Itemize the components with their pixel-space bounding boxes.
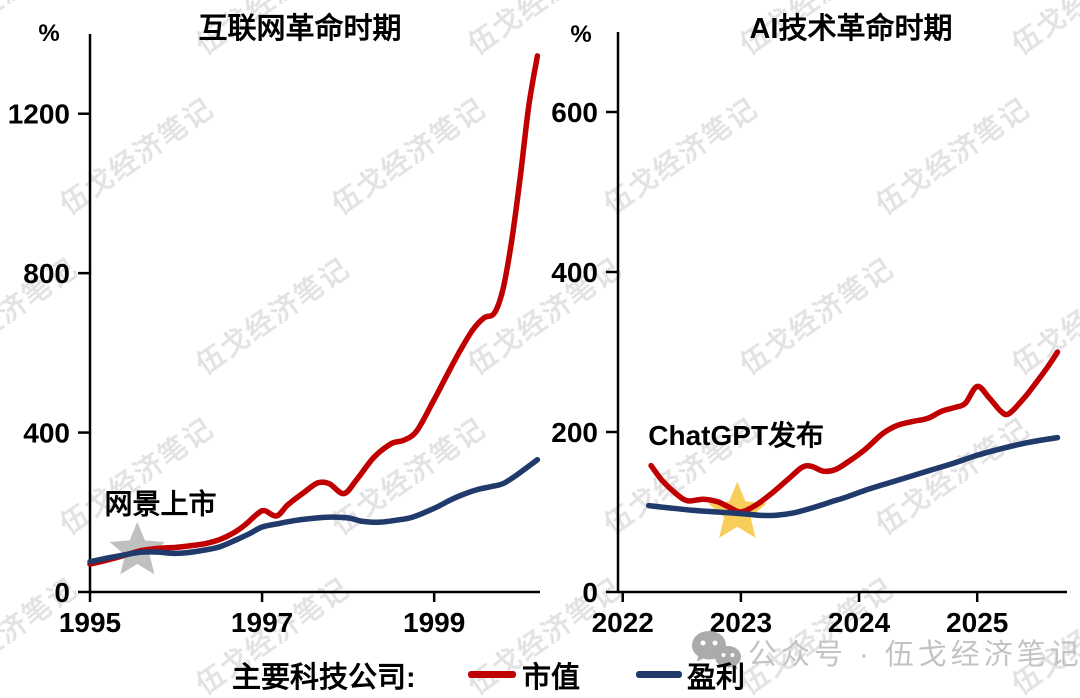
profit-legend-swatch (636, 671, 682, 678)
y-tick-label: 0 (54, 577, 70, 608)
x-tick-label: 1999 (403, 607, 465, 638)
x-tick-label: 1995 (59, 607, 121, 638)
market-cap-line (648, 349, 1061, 515)
chart-title: 互联网革命时期 (198, 11, 401, 45)
footer-watermark: 公众号 · 伍戈经济笔记 (688, 628, 1080, 676)
y-tick-label: 600 (551, 97, 598, 128)
y-tick-label: 400 (23, 418, 70, 449)
wechat-icon (692, 631, 741, 670)
market-cap-line (87, 53, 541, 567)
y-axis-unit-label: % (570, 21, 591, 48)
chart-internet-era: 互联网革命时期% 0 400 800 1200 1995 1997 1999 网景上市 (8, 11, 541, 638)
charts: 互联网革命时期% 0 400 800 1200 1995 1997 1999 网景上市 AI技术革… (8, 11, 1067, 638)
x-tick-label: 2024 (828, 607, 891, 638)
x-tick-label: 2022 (592, 607, 654, 638)
profit-line (645, 434, 1061, 519)
market-cap-legend-label: 市值 (522, 662, 581, 694)
y-tick-label: 200 (551, 417, 598, 448)
profit-legend-label: 盈利 (687, 662, 746, 694)
profit-line (87, 456, 541, 565)
footer-watermark-text: 公众号 · 伍戈经济笔记 (748, 639, 1080, 671)
chart-title: AI技术革命时期 (749, 11, 952, 45)
y-axis-unit-label: % (38, 20, 59, 47)
y-tick-label: 800 (23, 258, 70, 289)
event-star-icon (109, 521, 165, 575)
event-annotation-label: ChatGPT发布 (648, 419, 824, 451)
market-cap-legend-swatch (468, 671, 516, 678)
x-tick-label: 2025 (946, 607, 1008, 638)
legend: 主要科技公司: 市值 盈利 (0, 648, 1080, 698)
legend-prefix: 主要科技公司: (232, 662, 416, 694)
x-tick-label: 1997 (231, 607, 293, 638)
y-tick-label: 400 (551, 257, 598, 288)
y-tick-label: 0 (582, 577, 598, 608)
event-annotation-label: 网景上市 (105, 488, 217, 520)
y-tick-label: 1200 (8, 99, 70, 130)
chart-ai-era: AI技术革命时期% 0 200 400 600 2022 2023 2024 2025 ChatG… (551, 11, 1067, 638)
x-tick-label: 2023 (710, 607, 772, 638)
